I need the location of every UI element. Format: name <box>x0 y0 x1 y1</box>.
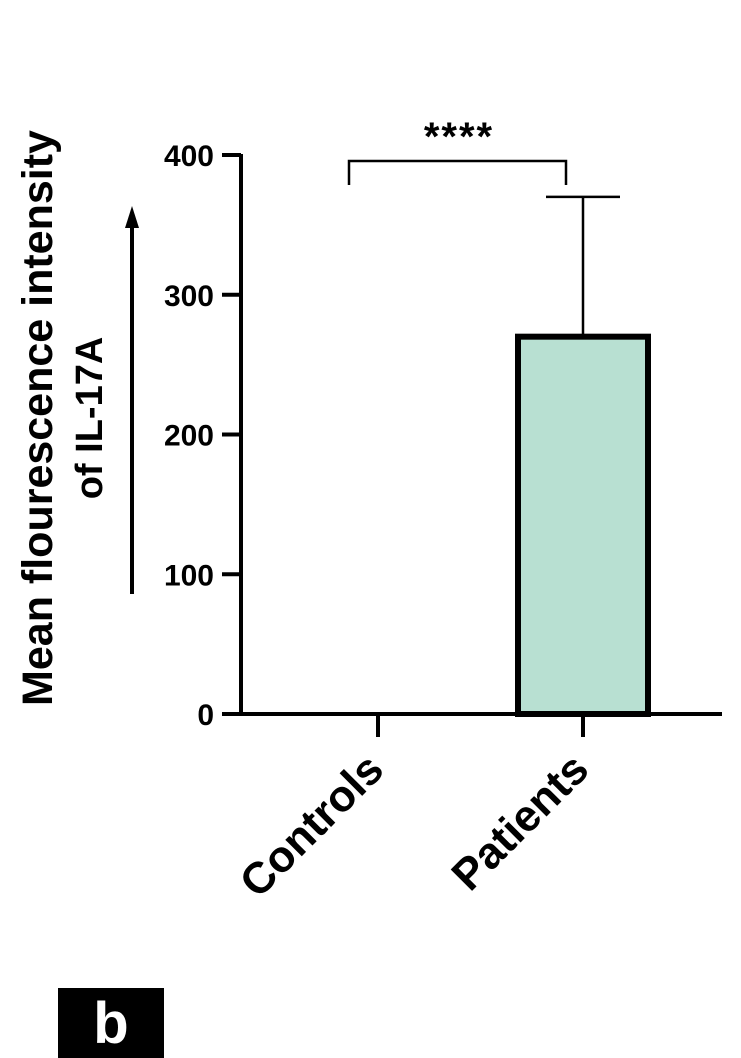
x-category-label: Patients <box>442 744 598 900</box>
y-tick-label: 100 <box>164 559 214 592</box>
y-axis-label-line2: of IL-17A <box>69 337 111 500</box>
x-axis-categories: Controls Patients <box>231 714 598 907</box>
panel-label-box: b <box>58 988 164 1058</box>
y-tick-label: 400 <box>164 140 214 173</box>
significance-bracket <box>347 159 568 185</box>
significance-stars: **** <box>424 115 494 159</box>
y-axis-label: Mean flourescence intensity <box>14 130 62 706</box>
y-label-arrow-head <box>125 206 139 228</box>
bar-patients <box>515 333 651 717</box>
panel-label: b <box>93 991 129 1056</box>
x-category-label: Controls <box>231 744 394 907</box>
bars <box>515 333 651 717</box>
error-bars <box>546 195 620 337</box>
y-axis-ticks: 0 100 200 300 400 <box>164 140 241 732</box>
y-tick-label: 0 <box>197 699 214 732</box>
y-tick-label: 300 <box>164 280 214 313</box>
y-tick-label: 200 <box>164 420 214 453</box>
